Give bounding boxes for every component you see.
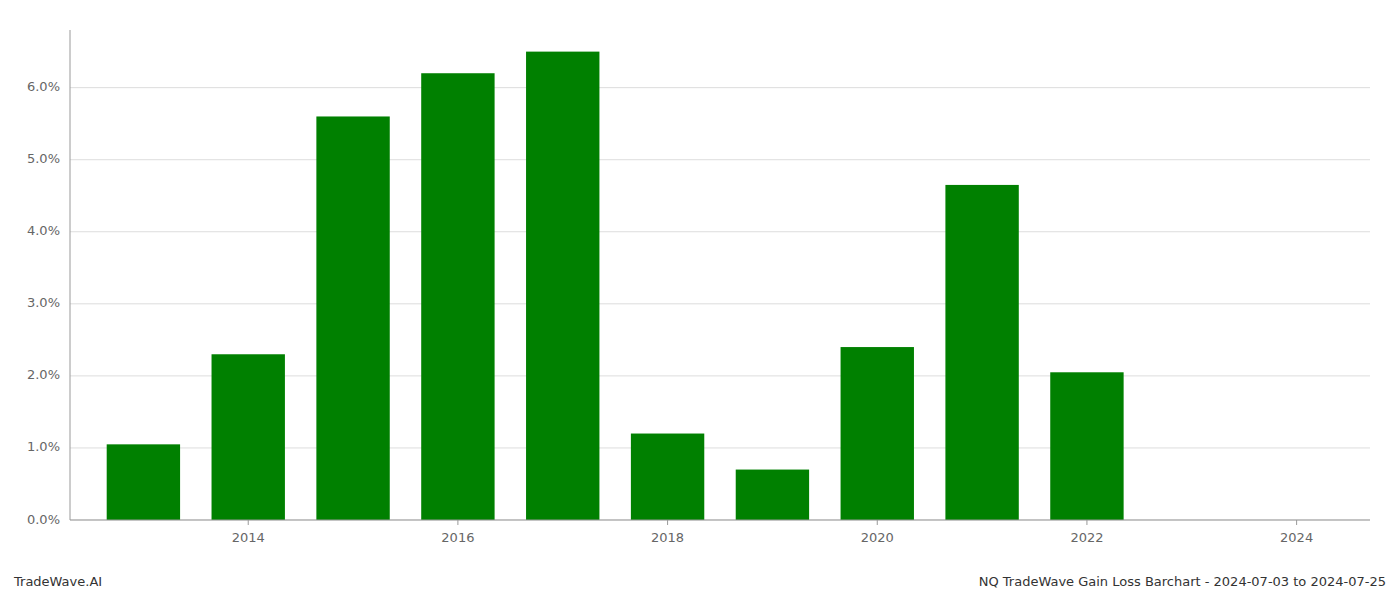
grid-line [70,303,1370,304]
x-tick-label: 2022 [1070,530,1103,545]
x-tick-label: 2018 [651,530,684,545]
y-tick-label: 0.0% [27,512,60,527]
x-tick-label: 2024 [1280,530,1313,545]
bar [107,444,180,520]
y-tick-label: 4.0% [27,223,60,238]
background [0,0,1400,600]
x-tick-mark [1086,520,1087,525]
bar [945,185,1018,520]
grid-line [70,87,1370,88]
bar [841,347,914,520]
grid-line [70,159,1370,160]
y-tick-labels: 0.0% 1.0% 2.0% 3.0% 4.0% 5.0% 6.0% [27,79,60,526]
bars [107,52,1124,520]
bar [631,434,704,520]
bar [736,470,809,520]
bar [212,354,285,520]
x-tick-label: 2014 [232,530,265,545]
grid-line [70,231,1370,232]
bar [421,73,494,520]
x-tick-mark [667,520,668,525]
x-tick-mark [877,520,878,525]
footer-annotation: NQ TradeWave Gain Loss Barchart - 2024-0… [979,574,1386,589]
bar [526,52,599,520]
chart-svg: 0.0% 1.0% 2.0% 3.0% 4.0% 5.0% 6.0% 2014 2016 2018… [0,0,1400,600]
x-tick-mark [248,520,249,525]
y-tick-label: 1.0% [27,439,60,454]
footer-annotation: TradeWave.AI [13,574,102,589]
x-tick-label: 2016 [441,530,474,545]
y-tick-label: 3.0% [27,295,60,310]
x-axis-line [70,520,1370,521]
y-grid [70,88,1370,520]
y-tick-label: 6.0% [27,79,60,94]
y-tick-label: 5.0% [27,151,60,166]
x-tick-mark [457,520,458,525]
y-axis-line [70,30,71,520]
x-ticks: 2014 2016 2018 2020 2022 2024 [232,520,1313,545]
x-tick-label: 2020 [861,530,894,545]
bar [316,116,389,520]
bar [1050,372,1123,520]
chart-container: 0.0% 1.0% 2.0% 3.0% 4.0% 5.0% 6.0% 2014 2016 2018… [0,0,1400,600]
grid-line [70,520,1370,521]
y-tick-label: 2.0% [27,367,60,382]
x-tick-mark [1296,520,1297,525]
